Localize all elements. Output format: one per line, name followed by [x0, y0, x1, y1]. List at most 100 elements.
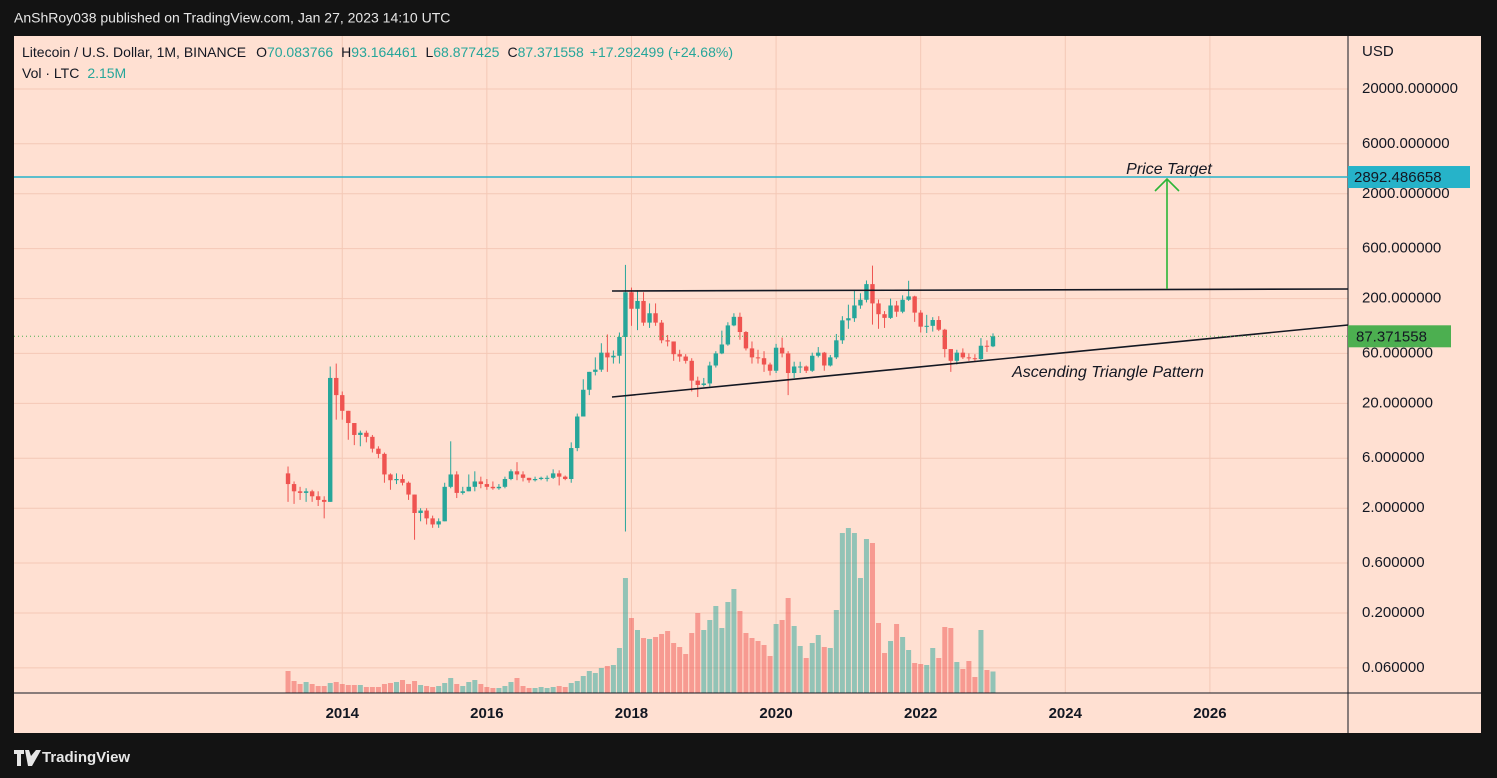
symbol: Litecoin / U.S. Dollar, 1M, BINANCE: [22, 44, 246, 60]
legend: Litecoin / U.S. Dollar, 1M, BINANCE O70.0…: [22, 44, 733, 60]
candle-body: [858, 299, 863, 306]
candle-body: [779, 347, 785, 354]
candle-body: [852, 305, 857, 319]
volume-bar: [478, 684, 484, 693]
candle-body: [575, 416, 580, 449]
candle-body: [629, 292, 634, 309]
volume-bar: [972, 677, 978, 693]
candle-body: [538, 477, 544, 480]
volume-bar: [375, 687, 381, 693]
candle-body: [532, 479, 538, 481]
candle-body: [713, 353, 719, 366]
volume-bar: [924, 665, 930, 693]
plot: [14, 36, 1348, 693]
support-line: [611, 324, 1349, 398]
candle-body: [990, 336, 996, 347]
volume-bar: [930, 648, 936, 693]
candle-body: [876, 303, 881, 315]
candle-body: [665, 340, 670, 342]
volume-bar: [767, 656, 773, 693]
candle-body: [725, 325, 731, 345]
volume-legend: Vol · LTC 2.15M: [22, 65, 126, 81]
candle-body: [454, 474, 459, 493]
volume-bar: [574, 681, 580, 693]
candle-body: [436, 521, 441, 525]
candle-body: [767, 364, 773, 371]
candle-body: [418, 510, 423, 514]
candle-body: [659, 322, 664, 341]
volume-bar: [514, 678, 520, 693]
volume-bar: [827, 648, 833, 693]
candle-body: [328, 377, 333, 502]
y-tick-label: 20000.000000: [1362, 80, 1458, 97]
volume-bar: [448, 678, 454, 693]
volume-bar: [791, 626, 797, 693]
volume-bar: [472, 680, 478, 693]
candle-body: [376, 448, 381, 454]
candle-body: [544, 477, 550, 479]
candle-body: [948, 349, 954, 361]
y-tick-label: 200.000000: [1362, 290, 1441, 307]
volume-value: 2.15M: [87, 65, 126, 81]
volume-bar: [857, 578, 863, 693]
annotation: Ascending Triangle Pattern: [1011, 364, 1204, 381]
candle-body: [484, 484, 490, 487]
volume-bar: [713, 606, 719, 693]
volume-bar: [634, 630, 640, 693]
volume-bar: [406, 684, 412, 693]
candle-body: [683, 356, 688, 361]
candle-body: [334, 377, 339, 396]
candle-body: [496, 486, 502, 489]
candle-body: [900, 299, 905, 312]
candle-body: [508, 471, 514, 480]
candle-body: [918, 312, 923, 327]
candle-body: [490, 486, 496, 489]
candle-body: [653, 313, 658, 323]
candle-body: [737, 316, 743, 333]
volume-bar: [773, 624, 779, 693]
volume-bar: [869, 543, 875, 693]
candle-body: [846, 318, 851, 321]
y-tick-label: 2.000000: [1362, 499, 1425, 516]
last-price-label: 87.371558: [1356, 328, 1427, 345]
candle-body: [430, 518, 435, 525]
volume-bar: [610, 665, 616, 693]
y-tick-label: 20.000000: [1362, 394, 1433, 411]
volume-bar: [556, 686, 562, 693]
volume-bar: [863, 539, 869, 693]
legend-field-label: L: [425, 44, 433, 60]
volume-bar: [580, 676, 586, 693]
volume-bar: [888, 641, 894, 693]
candle-body: [882, 314, 887, 318]
volume-bar: [333, 682, 339, 693]
candle-body: [894, 305, 899, 312]
volume-bar: [876, 623, 882, 693]
candle-body: [978, 345, 984, 360]
volume-bar: [309, 684, 315, 693]
volume-bar: [689, 633, 695, 693]
change: +17.292499 (+24.68%): [590, 44, 733, 60]
volume-bar: [363, 687, 369, 693]
candle-body: [906, 296, 911, 300]
candle-body: [303, 491, 309, 493]
x-tick-label: 2016: [470, 705, 503, 722]
annotation: Price Target: [1126, 161, 1212, 178]
candle-body: [297, 491, 303, 493]
volume-bar: [622, 578, 628, 693]
candle-body: [514, 471, 520, 475]
candle-body: [478, 481, 484, 485]
candle-body: [346, 410, 351, 424]
candle-body: [309, 491, 315, 497]
volume-bar: [454, 684, 460, 693]
candle-body: [731, 316, 737, 326]
candle-body: [448, 474, 453, 487]
candle-body: [960, 352, 966, 358]
x-tick-label: 2018: [615, 705, 648, 722]
candle-body: [930, 320, 935, 326]
volume-bar: [598, 668, 604, 693]
volume-bar: [490, 688, 496, 693]
volume-bar: [677, 647, 683, 693]
candle-body: [340, 395, 345, 411]
volume-bar: [978, 630, 984, 693]
